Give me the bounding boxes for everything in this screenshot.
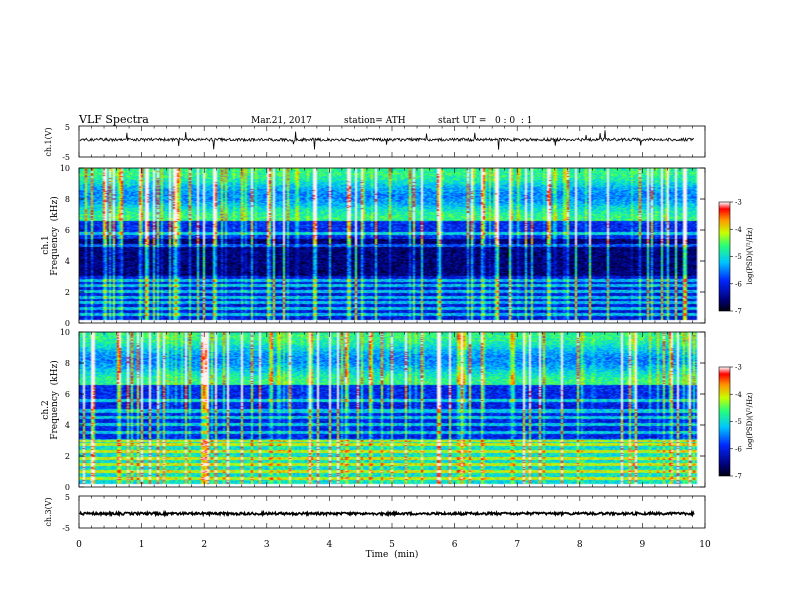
- colorbar-tick-label: -6: [735, 445, 742, 453]
- ch1-colorbar-ticks: -3 -4 -5 -6 -7: [730, 199, 742, 316]
- colorbar-tick-label: -3: [735, 199, 742, 207]
- ytick-label: 2: [65, 288, 70, 297]
- ch2-spectrogram-image: [79, 332, 705, 487]
- ch3-waveform-trace: [78, 496, 706, 528]
- time-tick-label: 2: [201, 540, 207, 550]
- ch1-colorbar-label: log(PSD)(V²/Hz): [746, 227, 754, 284]
- ytick-label: 8: [65, 359, 70, 368]
- ytick-label: 8: [65, 195, 70, 204]
- colorbar-tick-label: -3: [735, 364, 742, 372]
- ytick-label: 6: [65, 390, 70, 399]
- colorbar-tick-label: -5: [735, 418, 742, 426]
- ytick-label: 10: [60, 328, 70, 337]
- figure-title: VLF Spectra: [78, 113, 149, 126]
- colorbar-tick-label: -5: [735, 253, 742, 261]
- time-tick-label: 6: [452, 540, 458, 550]
- ch2-spectrogram-yticks: 0 2 4 6 8 10: [60, 328, 705, 492]
- time-axis: 0 1 2 3 4 5 6 7 8 9 10: [76, 168, 711, 550]
- time-tick-label: 9: [640, 540, 646, 550]
- ch2-colorbar-label: log(PSD)(V²/Hz): [746, 392, 754, 449]
- colorbar-tick-label: -4: [735, 391, 742, 399]
- ch1-waveform-panel: 5 -5 ch.1(V): [44, 123, 706, 162]
- ch1-waveform-trace: [78, 126, 706, 157]
- ch1-ytick-bottom: -5: [62, 153, 70, 162]
- ytick-label: 4: [65, 257, 70, 266]
- ytick-label: 6: [65, 226, 70, 235]
- time-tick-label: 8: [577, 540, 583, 550]
- ch1-spectrogram-ylabel: ch.1: [41, 235, 51, 254]
- station-label: station= ATH: [344, 116, 406, 126]
- ch1-waveform-ylabel: ch.1(V): [44, 127, 53, 156]
- ch3-ytick-bottom: -5: [62, 524, 70, 533]
- waveform-line: [79, 509, 695, 518]
- ch1-spectrogram-image: [79, 168, 705, 323]
- date-label: Mar.21, 2017: [251, 116, 312, 126]
- ch1-spectrogram-ylabel2: Frequency (kHz): [49, 196, 60, 275]
- ytick-label: 0: [65, 483, 70, 492]
- ch2-colorbar-ticks: -3 -4 -5 -6 -7: [730, 364, 742, 481]
- time-axis-label: Time (min): [366, 549, 419, 560]
- ch2-spectrogram-ylabel: ch.2: [41, 400, 51, 419]
- ytick-label: 2: [65, 452, 70, 461]
- colorbar-tick-label: -6: [735, 280, 742, 288]
- time-tick-label: 10: [699, 540, 711, 550]
- time-tick-label: 1: [139, 540, 145, 550]
- waveform-line: [79, 130, 694, 150]
- colorbar-tick-label: -7: [735, 473, 742, 481]
- ch2-colorbar-image: [719, 367, 730, 476]
- ytick-label: 10: [60, 164, 70, 173]
- colorbar-tick-label: -7: [735, 308, 742, 316]
- ch1-colorbar-image: [719, 202, 730, 311]
- start-ut-label: start UT = 0 : 0 : 1: [438, 116, 533, 126]
- time-tick-label: 7: [514, 540, 520, 550]
- time-tick-label: 5: [389, 540, 395, 550]
- ytick-label: 4: [65, 421, 70, 430]
- time-tick-label: 4: [327, 540, 333, 550]
- time-tick-label: 0: [76, 540, 82, 550]
- ch3-waveform-ylabel: ch.3(V): [44, 497, 53, 526]
- ch2-spectrogram-ylabel2: Frequency (kHz): [49, 360, 60, 439]
- colorbar-tick-label: -4: [735, 226, 742, 234]
- ch3-ytick-top: 5: [65, 493, 70, 502]
- ch1-ytick-top: 5: [65, 123, 70, 132]
- ytick-label: 0: [65, 319, 70, 328]
- time-tick-label: 3: [264, 540, 270, 550]
- ch1-spectrogram-yticks: 0 2 4 6 8 10: [60, 164, 705, 328]
- ch3-waveform-panel: 5 -5 ch.3(V): [44, 493, 706, 533]
